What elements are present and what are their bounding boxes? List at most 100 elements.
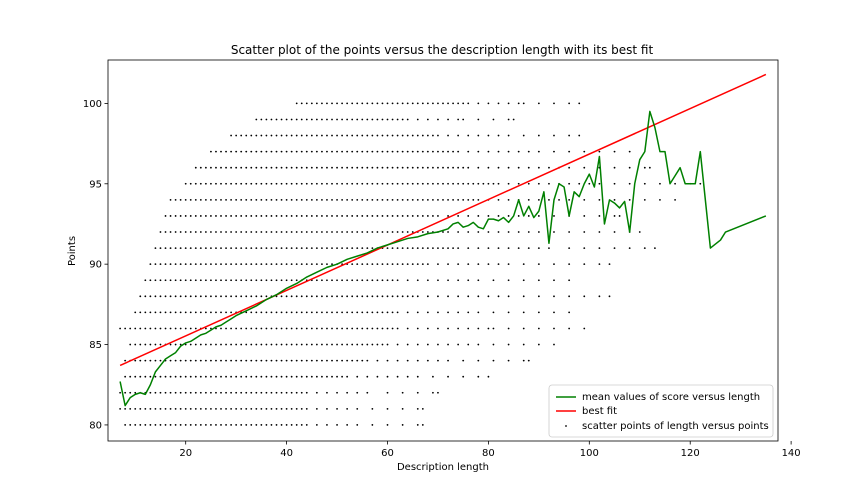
scatter-point: [336, 424, 338, 426]
scatter-point: [169, 311, 172, 314]
scatter-point: [280, 391, 283, 394]
scatter-point: [426, 359, 429, 362]
scatter-point: [336, 198, 338, 201]
scatter-point: [386, 118, 389, 121]
scatter-point: [568, 295, 571, 298]
scatter-point: [310, 134, 313, 137]
scatter-point: [401, 231, 404, 233]
scatter-point: [517, 102, 520, 105]
scatter-point: [351, 182, 354, 185]
legend-box: [548, 384, 774, 438]
scatter-point: [331, 166, 333, 169]
scatter-point: [477, 359, 480, 362]
scatter-point: [204, 198, 207, 201]
scatter-point: [305, 311, 308, 314]
scatter-point: [280, 311, 283, 314]
scatter-point: [331, 150, 333, 153]
scatter-point: [598, 247, 601, 249]
scatter-point: [457, 263, 460, 266]
scatter-point: [169, 295, 172, 298]
scatter-point: [179, 424, 182, 426]
scatter-point: [179, 231, 182, 233]
scatter-point: [230, 231, 233, 233]
scatter-point: [558, 198, 560, 201]
scatter-point: [280, 182, 283, 185]
scatter-point: [401, 215, 404, 217]
scatter-point: [507, 102, 510, 105]
scatter-point: [144, 359, 147, 362]
scatter-point: [497, 263, 500, 266]
scatter-point: [391, 118, 394, 121]
scatter-point: [134, 343, 137, 346]
scatter-point: [457, 231, 460, 233]
scatter-point: [507, 247, 510, 249]
scatter-point: [275, 424, 278, 426]
scatter-point: [467, 247, 470, 249]
scatter-point: [240, 134, 243, 137]
scatter-point: [270, 247, 273, 249]
scatter-point: [326, 424, 328, 426]
scatter-point: [321, 359, 323, 362]
scatter-point: [300, 359, 303, 362]
scatter-point: [260, 311, 263, 314]
scatter-point: [674, 198, 676, 201]
scatter-point: [280, 295, 283, 298]
scatter-point: [315, 311, 318, 314]
scatter-point: [462, 198, 465, 201]
plot-frame: [107, 59, 779, 442]
scatter-point: [522, 102, 525, 105]
scatter-point: [507, 263, 510, 266]
scatter-point: [255, 279, 258, 282]
scatter-point: [199, 375, 202, 378]
scatter-point: [396, 327, 399, 330]
scatter-point: [184, 391, 187, 394]
scatter-point: [381, 343, 384, 346]
scatter-point: [321, 134, 323, 137]
scatter-point: [411, 231, 414, 233]
scatter-point: [477, 247, 480, 249]
scatter-point: [315, 424, 318, 426]
scatter-point: [144, 424, 147, 426]
scatter-point: [381, 118, 384, 121]
scatter-point: [230, 375, 233, 378]
scatter-point: [220, 407, 222, 410]
scatter-point: [346, 182, 349, 185]
y-axis-label: Points: [67, 236, 78, 266]
scatter-point: [305, 247, 308, 249]
scatter-point: [305, 407, 308, 410]
scatter-point: [210, 407, 212, 410]
scatter-point: [537, 150, 540, 153]
scatter-point: [426, 134, 429, 137]
scatter-point: [245, 343, 248, 346]
scatter-point: [300, 198, 303, 201]
scatter-point: [225, 182, 227, 185]
scatter-point: [336, 247, 338, 249]
scatter-point: [194, 407, 197, 410]
scatter-point: [426, 215, 429, 217]
scatter-point: [199, 391, 202, 394]
scatter-point: [280, 407, 283, 410]
scatter-point: [290, 327, 293, 330]
scatter-point: [215, 343, 217, 346]
scatter-point: [210, 391, 212, 394]
scatter-point: [149, 391, 152, 394]
scatter-point: [411, 182, 414, 185]
scatter-point: [210, 150, 212, 153]
scatter-point: [265, 166, 268, 169]
scatter-point: [396, 166, 399, 169]
chart-title: Scatter plot of the points versus the de…: [231, 43, 654, 57]
scatter-point: [487, 166, 490, 169]
scatter-point: [240, 391, 243, 394]
scatter-point: [149, 295, 152, 298]
scatter-point: [159, 327, 162, 330]
scatter-point: [553, 295, 555, 298]
scatter-point: [270, 182, 273, 185]
scatter-point: [255, 343, 258, 346]
scatter-point: [300, 295, 303, 298]
scatter-point: [331, 279, 333, 282]
scatter-point: [321, 150, 323, 153]
scatter-point: [517, 215, 520, 217]
scatter-point: [321, 215, 323, 217]
scatter-point: [154, 424, 157, 426]
scatter-point: [376, 118, 379, 121]
